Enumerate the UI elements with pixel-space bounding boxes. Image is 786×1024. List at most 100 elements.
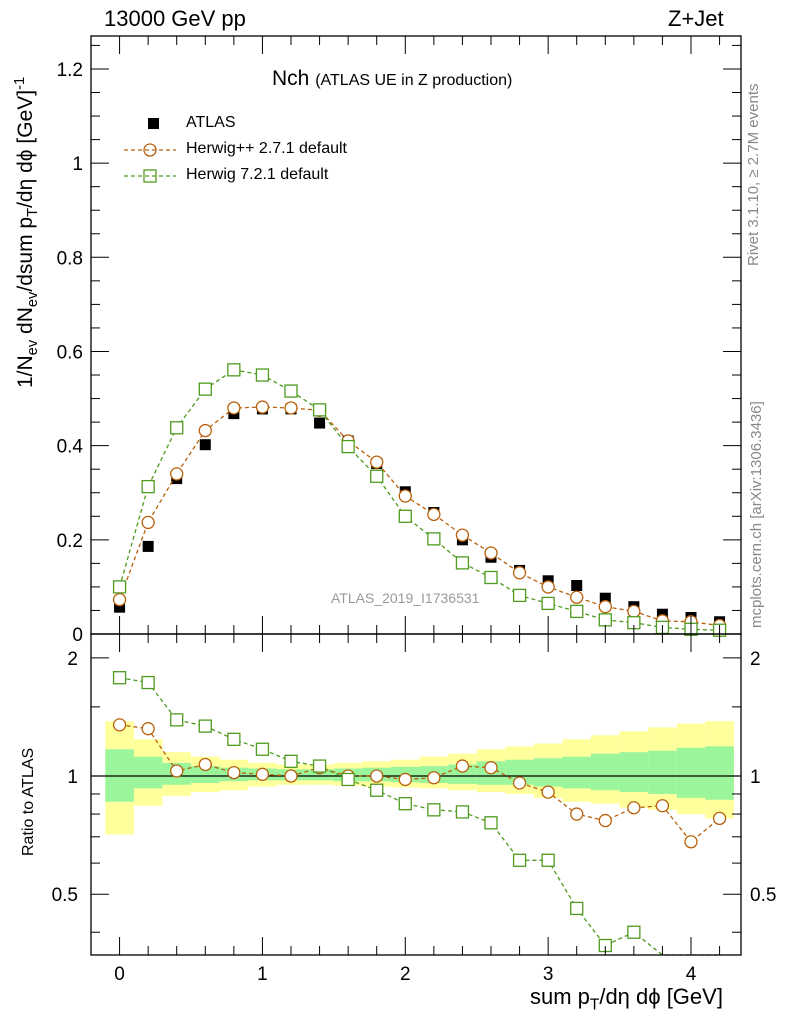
ratio-point-s0-2 — [170, 764, 184, 778]
ratio-point-s1-13 — [484, 816, 498, 830]
tick-label: 0 — [114, 964, 125, 985]
main-point-s1-0 — [112, 592, 127, 607]
tick-label: 0.2 — [57, 531, 83, 552]
ratio-point-s1-16 — [570, 901, 584, 916]
legend-label-herwigpp: Herwig++ 2.7.1 default — [186, 140, 347, 157]
ratio-series-line-1 — [119, 677, 720, 956]
source-info: mcplots.cern.ch [arXiv:1306.3436] — [748, 401, 765, 628]
tick-label: 1 — [72, 154, 83, 175]
band-stat-bin — [591, 753, 620, 791]
main-series-line-1 — [118, 406, 720, 627]
x-axis-label: sum pT/dη dϕ [GeV] — [530, 984, 723, 1014]
main-point-s2-17 — [598, 613, 612, 627]
ratio-point-s1-14 — [512, 853, 527, 867]
tick-label: 0.5 — [750, 885, 776, 906]
ratio-uncertainty-bands — [105, 721, 734, 835]
main-point-s2-11 — [427, 532, 441, 546]
legend-label-atlas: ATLAS — [186, 114, 236, 131]
main-point-s1-1 — [141, 515, 155, 530]
main-point-s1-4 — [227, 401, 241, 415]
axis-ticks — [90, 36, 741, 955]
tick-label: 1 — [257, 964, 268, 985]
ratio-point-s1-9 — [370, 783, 384, 797]
main-point-s1-11 — [427, 507, 441, 522]
main-point-s2-3 — [198, 382, 212, 396]
main-point-s2-2 — [170, 421, 184, 435]
ratio-point-s0-20 — [684, 835, 698, 849]
main-point-s1-13 — [484, 546, 498, 560]
ratio-point-s1-2 — [170, 713, 184, 727]
main-point-s2-12 — [455, 556, 470, 570]
ratio-point-s0-13 — [484, 761, 498, 775]
tick-label: 2 — [67, 649, 78, 670]
main-point-s2-13 — [484, 570, 498, 585]
band-stat-bin — [305, 769, 334, 781]
main-panel-series — [112, 363, 727, 637]
ratio-point-s0-10 — [398, 772, 412, 787]
ratio-point-s0-5 — [255, 767, 270, 781]
analysis-watermark: ATLAS_2019_I1736531 — [331, 590, 480, 606]
rivet-info: Rivet 3.1.10, ≥ 2.7M events — [745, 83, 762, 267]
ratio-point-s0-14 — [512, 776, 527, 790]
main-point-s1-16 — [570, 590, 584, 604]
tick-label: 0.4 — [57, 437, 84, 458]
ratio-point-s1-15 — [541, 853, 555, 867]
ratio-point-s0-19 — [655, 799, 670, 813]
main-series-line-2 — [118, 369, 720, 631]
ratio-panel-series — [112, 671, 727, 956]
ratio-point-s0-15 — [541, 785, 555, 799]
main-point-s0-17 — [599, 592, 611, 604]
main-point-s1-17 — [598, 600, 612, 614]
main-point-s1-2 — [170, 467, 184, 481]
main-point-s0-0 — [114, 601, 126, 613]
main-point-s2-5 — [255, 368, 270, 382]
main-point-s0-3 — [199, 439, 211, 451]
tick-label: 1 — [750, 767, 761, 788]
ratio-point-s1-0 — [112, 671, 127, 685]
ratio-point-s1-8 — [341, 772, 355, 787]
band-stat-bin — [562, 756, 591, 789]
tick-label: 0 — [72, 625, 83, 646]
main-point-s0-7 — [314, 417, 326, 429]
tick-label: 4 — [686, 964, 697, 985]
ratio-point-s1-6 — [284, 754, 298, 768]
main-point-s2-14 — [512, 588, 527, 603]
band-stat-bin — [533, 758, 563, 787]
band-stat-bin — [705, 746, 734, 800]
main-point-s2-0 — [112, 580, 127, 594]
ratio-point-s0-12 — [455, 759, 470, 773]
band-stat-bin — [619, 752, 649, 793]
main-point-s2-10 — [398, 509, 412, 523]
band-stat-bin — [191, 766, 220, 783]
band-stat-bin — [648, 750, 677, 794]
main-point-s2-15 — [541, 596, 555, 611]
tick-label: 3 — [543, 964, 554, 985]
main-point-s0-1 — [142, 540, 154, 552]
main-point-s0-16 — [571, 580, 583, 592]
chart-subtitle: (ATLAS UE in Z production) — [315, 72, 513, 89]
main-point-s2-6 — [284, 384, 298, 398]
ratio-point-s0-18 — [627, 801, 641, 815]
ratio-point-s0-4 — [227, 765, 241, 780]
ratio-point-s1-18 — [627, 925, 641, 939]
ratio-point-s1-1 — [141, 675, 155, 690]
ratio-point-s1-4 — [227, 732, 241, 746]
ratio-point-s1-11 — [427, 803, 441, 817]
plot-frames — [90, 35, 742, 956]
axis-tick-labels: 0 1 2 3 4 0 0.2 0.4 0.6 0.8 1 1.2 0.5 0.5 1 1 2 2 — [52, 60, 777, 985]
tick-label: 0.6 — [57, 342, 83, 363]
tick-label: 0.5 — [52, 885, 78, 906]
ratio-point-s0-1 — [141, 722, 155, 736]
ratio-point-s1-10 — [398, 797, 412, 811]
ratio-y-axis-label: Ratio to ATLAS — [20, 747, 37, 856]
ratio-point-s0-11 — [427, 771, 441, 785]
band-stat-bin — [676, 747, 706, 798]
tick-label: 2 — [750, 649, 761, 670]
ratio-frame — [90, 633, 742, 956]
ratio-point-s0-9 — [370, 769, 384, 783]
ratio-point-s0-3 — [198, 757, 212, 772]
main-point-s2-1 — [141, 479, 155, 494]
tick-label: 1 — [67, 767, 78, 788]
main-point-s1-15 — [541, 580, 555, 594]
